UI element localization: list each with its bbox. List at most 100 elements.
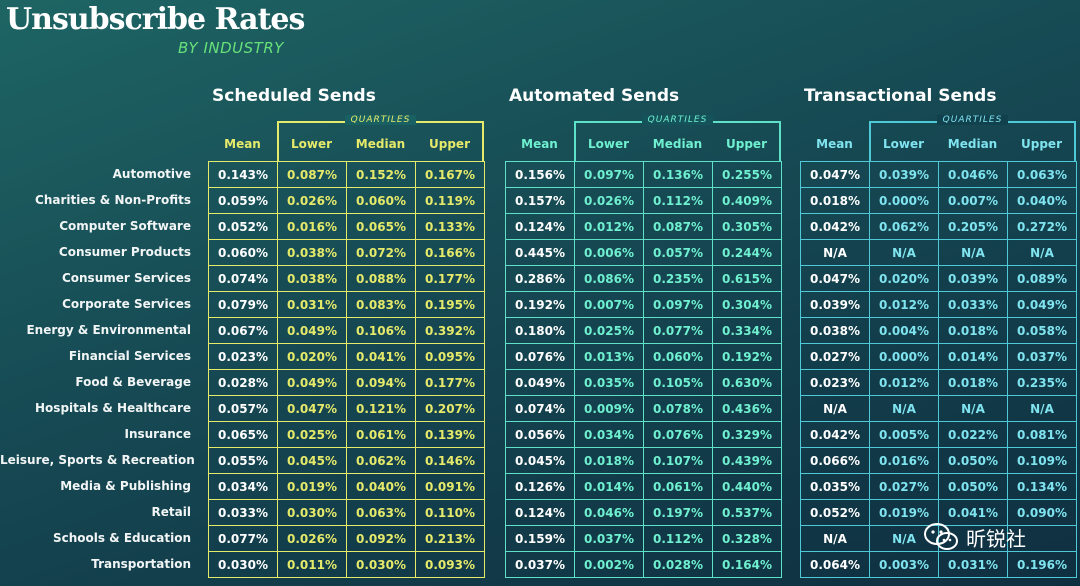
data-grid: 0.156% 0.097% 0.136% 0.255% 0.157% 0.026% 0.11… [505, 161, 782, 578]
cell-lower: 0.038% [277, 265, 347, 292]
cell-upper: 0.119% [415, 187, 485, 214]
cell-lower: 0.016% [277, 213, 347, 240]
cell-lower: 0.086% [574, 265, 644, 292]
table-row: 0.074% 0.038% 0.088% 0.177% [208, 265, 485, 292]
cell-upper: 0.334% [712, 317, 782, 344]
table-row: N/A N/A N/A N/A [800, 239, 1077, 266]
cell-median: 0.205% [938, 213, 1008, 240]
cell-median: 0.007% [938, 187, 1008, 214]
cell-mean: 0.074% [208, 265, 278, 292]
cell-mean: 0.076% [505, 343, 575, 370]
table-row: 0.030% 0.011% 0.030% 0.093% [208, 551, 485, 578]
row-label: Automotive [112, 167, 191, 181]
cell-mean: 0.056% [505, 421, 575, 448]
cell-upper: 0.329% [712, 421, 782, 448]
cell-median: 0.097% [643, 291, 713, 318]
cell-median: 0.065% [346, 213, 416, 240]
cell-lower: 0.002% [574, 551, 644, 578]
cell-lower: 0.026% [574, 187, 644, 214]
group-title: Scheduled Sends [212, 86, 376, 106]
cell-upper: 0.081% [1007, 421, 1077, 448]
cell-mean: 0.034% [208, 473, 278, 500]
cell-upper: 0.392% [415, 317, 485, 344]
table-row: 0.076% 0.013% 0.060% 0.192% [505, 343, 782, 370]
cell-median: 0.031% [938, 551, 1008, 578]
cell-upper: 0.164% [712, 551, 782, 578]
row-label: Financial Services [68, 349, 191, 363]
cell-mean: 0.023% [800, 369, 870, 396]
cell-lower: 0.000% [869, 187, 939, 214]
cell-mean: 0.077% [208, 525, 278, 552]
cell-mean: 0.156% [505, 161, 575, 188]
cell-median: 0.040% [346, 473, 416, 500]
header-upper: Upper [1021, 137, 1062, 151]
cell-median: 0.197% [643, 499, 713, 526]
cell-median: 0.057% [643, 239, 713, 266]
cell-mean: 0.060% [208, 239, 278, 266]
table-row: N/A N/A N/A N/A [800, 395, 1077, 422]
cell-lower: 0.006% [574, 239, 644, 266]
header-lower: Lower [587, 137, 630, 151]
cell-lower: 0.013% [574, 343, 644, 370]
page-title: Unsubscribe Rates [6, 2, 305, 37]
cell-median: 0.022% [938, 421, 1008, 448]
row-label: Energy & Environmental [26, 323, 191, 337]
cell-median: 0.106% [346, 317, 416, 344]
row-label: Transportation [91, 557, 191, 571]
cell-lower: 0.026% [277, 187, 347, 214]
cell-median: 0.060% [346, 187, 416, 214]
cell-lower: 0.020% [277, 343, 347, 370]
table-row: 0.077% 0.026% 0.092% 0.213% [208, 525, 485, 552]
cell-lower: 0.038% [277, 239, 347, 266]
quartiles-label: QUARTILES [277, 115, 484, 125]
cell-upper: 0.196% [1007, 551, 1077, 578]
cell-median: 0.107% [643, 447, 713, 474]
watermark: 昕锐社 [922, 522, 1026, 552]
table-row: 0.027% 0.000% 0.014% 0.037% [800, 343, 1077, 370]
cell-lower: 0.016% [869, 447, 939, 474]
cell-upper: 0.436% [712, 395, 782, 422]
cell-mean: 0.059% [208, 187, 278, 214]
cell-lower: 0.011% [277, 551, 347, 578]
cell-lower: 0.034% [574, 421, 644, 448]
cell-lower: 0.012% [869, 291, 939, 318]
table-row: 0.042% 0.005% 0.022% 0.081% [800, 421, 1077, 448]
cell-upper: N/A [1007, 239, 1077, 266]
cell-upper: 0.409% [712, 187, 782, 214]
cell-upper: 0.177% [415, 369, 485, 396]
quartiles-label: QUARTILES [869, 115, 1076, 125]
table-row: 0.157% 0.026% 0.112% 0.409% [505, 187, 782, 214]
table-row: 0.047% 0.039% 0.046% 0.063% [800, 161, 1077, 188]
cell-lower: 0.047% [277, 395, 347, 422]
group-title: Automated Sends [509, 86, 680, 106]
table-row: 0.033% 0.030% 0.063% 0.110% [208, 499, 485, 526]
cell-mean: 0.033% [208, 499, 278, 526]
cell-lower: 0.037% [574, 525, 644, 552]
cell-lower: 0.062% [869, 213, 939, 240]
table-row: 0.055% 0.045% 0.062% 0.146% [208, 447, 485, 474]
cell-upper: 0.095% [415, 343, 485, 370]
cell-median: 0.094% [346, 369, 416, 396]
cell-upper: 0.058% [1007, 317, 1077, 344]
table-row: 0.445% 0.006% 0.057% 0.244% [505, 239, 782, 266]
cell-median: 0.050% [938, 447, 1008, 474]
table-row: 0.018% 0.000% 0.007% 0.040% [800, 187, 1077, 214]
cell-median: 0.083% [346, 291, 416, 318]
cell-mean: N/A [800, 395, 870, 422]
cell-median: 0.121% [346, 395, 416, 422]
row-label: Hospitals & Healthcare [35, 401, 191, 415]
table-row: 0.059% 0.026% 0.060% 0.119% [208, 187, 485, 214]
data-grid: 0.047% 0.039% 0.046% 0.063% 0.018% 0.000% 0.00… [800, 161, 1077, 578]
cell-mean: 0.124% [505, 213, 575, 240]
cell-median: 0.018% [938, 317, 1008, 344]
cell-median: 0.136% [643, 161, 713, 188]
cell-upper: 0.235% [1007, 369, 1077, 396]
cell-mean: 0.445% [505, 239, 575, 266]
table-row: 0.039% 0.012% 0.033% 0.049% [800, 291, 1077, 318]
cell-lower: 0.019% [277, 473, 347, 500]
row-label: Schools & Education [52, 531, 191, 545]
cell-lower: 0.045% [277, 447, 347, 474]
cell-median: 0.072% [346, 239, 416, 266]
cell-lower: 0.025% [277, 421, 347, 448]
cell-mean: 0.037% [505, 551, 575, 578]
